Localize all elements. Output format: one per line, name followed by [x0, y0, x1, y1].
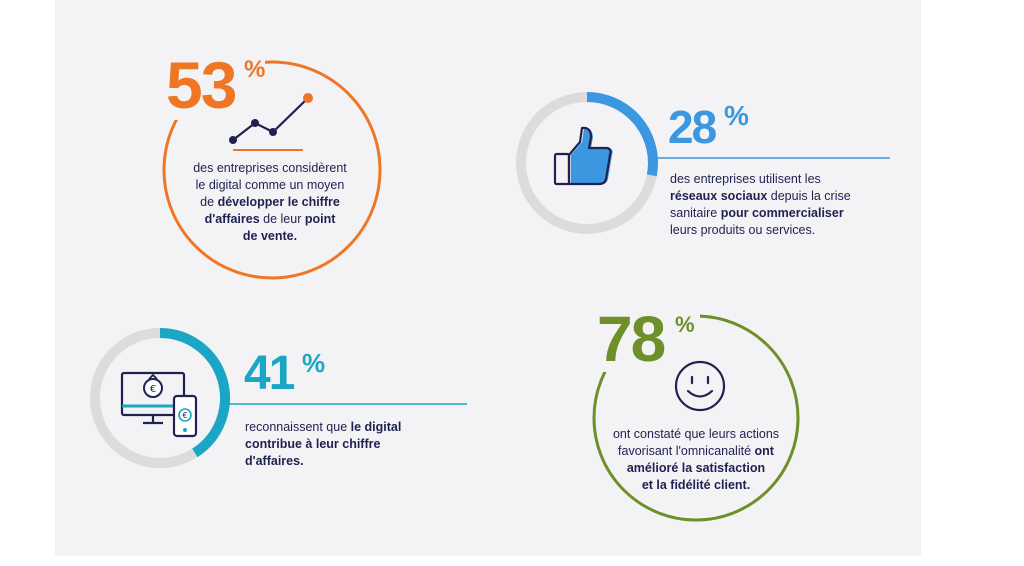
- stat1-line-3: de développer le chiffre: [200, 195, 340, 209]
- smiley-icon: [674, 360, 726, 412]
- svg-text:€: €: [182, 411, 187, 420]
- thumbs-up-icon: [553, 126, 613, 186]
- line-chart-icon: [229, 93, 313, 151]
- stat1-line-1: des entreprises considèrent: [193, 161, 347, 175]
- stat1-number: 53: [166, 48, 237, 122]
- stat3-line-1: reconnaissent que le digital: [245, 420, 402, 434]
- stat3-line-2: contribue à leur chiffre: [245, 437, 381, 451]
- stat4-description: ont constaté que leurs actions favorisan…: [596, 426, 796, 494]
- stat1-line-4: d'affaires de leur point: [204, 212, 336, 226]
- stat2-line-1: des entreprises utilisent les: [670, 172, 821, 186]
- stat2-line-4: leurs produits ou services.: [670, 223, 816, 237]
- stat1-line-5: de vente.: [242, 229, 298, 243]
- stat4-line-4: et la fidélité client.: [641, 478, 751, 492]
- stat2-number: 28: [668, 101, 717, 153]
- stat3-description: reconnaissent que le digital contribue à…: [245, 419, 465, 470]
- stat4-line-1: ont constaté que leurs actions: [612, 427, 780, 441]
- stat1-line-2: le digital comme un moyen: [195, 178, 345, 192]
- stat2-line-3: sanitaire pour commercialiser: [670, 206, 844, 220]
- stat4-percent-sign: %: [675, 312, 695, 337]
- svg-text:€: €: [150, 384, 156, 395]
- stat1-percent-sign: %: [244, 56, 266, 83]
- stat2-line-2: réseaux sociaux depuis la crise: [670, 189, 851, 203]
- stat3-number: 41: [244, 347, 295, 400]
- stat2-description: des entreprises utilisent les réseaux so…: [670, 171, 890, 239]
- monitor-phone-euro-icon: € €: [120, 371, 198, 438]
- stat3-line-3: d'affaires.: [245, 454, 304, 468]
- stat4-line-2: favorisant l'omnicanalité ont: [618, 444, 774, 458]
- stat4-number: 78: [597, 303, 666, 375]
- stat1-description: des entreprises considèrent le digital c…: [170, 160, 370, 245]
- stat4-line-3: amélioré la satisfaction: [626, 461, 766, 475]
- stat2-percent-sign: %: [724, 100, 749, 131]
- stat3-percent-sign: %: [302, 348, 326, 378]
